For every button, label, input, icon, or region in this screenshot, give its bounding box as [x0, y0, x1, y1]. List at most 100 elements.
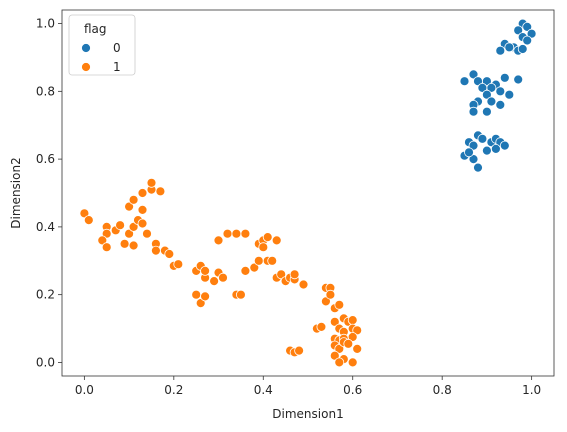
data-point-flag-1	[276, 269, 287, 280]
data-point-flag-0	[473, 162, 483, 173]
data-point-flag-0	[468, 140, 479, 151]
data-point-flag-0	[513, 25, 524, 36]
data-point-flag-1	[267, 255, 278, 266]
data-point-flag-1	[128, 194, 139, 205]
data-point-flag-1	[137, 204, 148, 215]
legend-title: flag	[84, 22, 107, 36]
x-tick-label: 0.2	[164, 383, 183, 397]
data-point-flag-1	[334, 357, 345, 368]
data-point-flag-1	[119, 238, 130, 249]
y-tick-label: 0.6	[36, 152, 55, 166]
x-tick-label: 1.0	[522, 383, 541, 397]
data-point-flag-1	[83, 215, 94, 226]
data-point-flag-1	[240, 265, 251, 276]
y-tick-label: 0.0	[36, 355, 55, 369]
data-point-flag-1	[294, 345, 305, 356]
data-point-flag-0	[477, 133, 488, 144]
legend-label-0: 0	[113, 41, 121, 55]
data-point-flag-0	[499, 72, 510, 83]
data-point-flag-0	[499, 140, 510, 151]
x-tick-label: 0.6	[343, 383, 362, 397]
data-point-flag-0	[481, 76, 492, 87]
data-point-flag-1	[352, 325, 363, 336]
data-point-flag-1	[329, 316, 340, 327]
data-point-flag-1	[173, 259, 184, 270]
data-point-flag-0	[464, 147, 474, 158]
data-point-flag-1	[97, 235, 108, 246]
x-tick-label: 0.8	[433, 383, 452, 397]
data-point-flag-0	[522, 21, 533, 32]
data-point-flag-1	[329, 350, 340, 361]
data-point-flag-1	[124, 228, 135, 239]
data-point-flag-1	[209, 276, 220, 287]
data-point-flag-0	[481, 145, 492, 156]
data-point-flag-0	[468, 154, 479, 165]
data-point-flag-1	[191, 289, 202, 300]
x-axis-label: Dimension1	[272, 407, 343, 421]
data-point-flag-1	[253, 255, 264, 266]
data-point-flag-0	[481, 89, 492, 100]
data-point-flag-1	[200, 291, 211, 302]
data-point-flag-1	[137, 218, 148, 229]
legend-label-1: 1	[113, 60, 121, 74]
data-point-flag-1	[150, 245, 161, 256]
data-point-flag-0	[517, 44, 528, 54]
data-point-flag-1	[240, 228, 251, 239]
x-axis: 0.0 0.2 0.4 0.6 0.8 1.0	[75, 376, 541, 397]
data-point-flag-0	[504, 42, 515, 53]
y-tick-label: 0.4	[36, 220, 55, 234]
data-point-flag-1	[258, 242, 269, 253]
data-point-flag-0	[486, 96, 497, 107]
data-point-flag-1	[352, 343, 363, 354]
data-point-flag-1	[200, 265, 211, 276]
data-point-flag-1	[142, 228, 152, 239]
y-axis-label: Dimension2	[9, 157, 23, 228]
data-point-flag-1	[128, 221, 139, 232]
data-point-flag-1	[128, 240, 139, 251]
data-point-flag-0	[490, 143, 501, 154]
data-point-flag-1	[213, 235, 224, 246]
data-point-flag-1	[218, 272, 228, 283]
data-point-flag-0	[486, 83, 497, 93]
data-point-flag-1	[155, 186, 166, 197]
y-tick-label: 0.2	[36, 288, 55, 302]
data-point-flag-1	[101, 242, 112, 253]
data-point-flag-0	[526, 28, 537, 39]
data-point-flag-0	[468, 69, 479, 80]
legend-box	[68, 14, 136, 76]
data-point-flag-1	[298, 279, 309, 290]
data-point-flag-1	[115, 220, 125, 231]
legend-marker-1	[81, 62, 91, 72]
data-point-flag-1	[231, 228, 242, 239]
data-point-flag-1	[347, 332, 358, 342]
data-point-flag-1	[325, 289, 336, 300]
data-point-flag-0	[513, 74, 524, 85]
data-point-flag-0	[504, 89, 515, 100]
data-point-flag-1	[334, 343, 345, 354]
legend-marker-0	[81, 43, 91, 53]
data-point-flag-1	[124, 201, 135, 212]
data-points	[79, 18, 537, 368]
data-point-flag-1	[347, 357, 358, 368]
data-point-flag-0	[459, 76, 470, 87]
y-tick-label: 0.8	[36, 84, 55, 98]
data-point-flag-1	[195, 298, 206, 309]
data-point-flag-0	[481, 106, 492, 117]
data-point-flag-0	[522, 35, 533, 46]
data-point-flag-1	[137, 188, 148, 198]
data-point-flag-1	[289, 269, 300, 280]
data-point-flag-1	[164, 249, 175, 259]
data-point-flag-1	[343, 338, 354, 349]
data-point-flag-1	[146, 177, 157, 188]
data-point-flag-0	[468, 106, 479, 117]
x-tick-label: 0.4	[254, 383, 273, 397]
y-axis: 0.0 0.2 0.4 0.6 0.8 1.0	[36, 17, 62, 369]
data-point-flag-1	[101, 228, 112, 239]
data-point-flag-0	[495, 45, 506, 56]
data-point-flag-1	[334, 299, 345, 310]
legend: flag 0 1	[68, 14, 136, 76]
data-point-flag-1	[320, 296, 331, 307]
data-point-flag-1	[262, 232, 273, 243]
data-point-flag-1	[222, 228, 233, 239]
